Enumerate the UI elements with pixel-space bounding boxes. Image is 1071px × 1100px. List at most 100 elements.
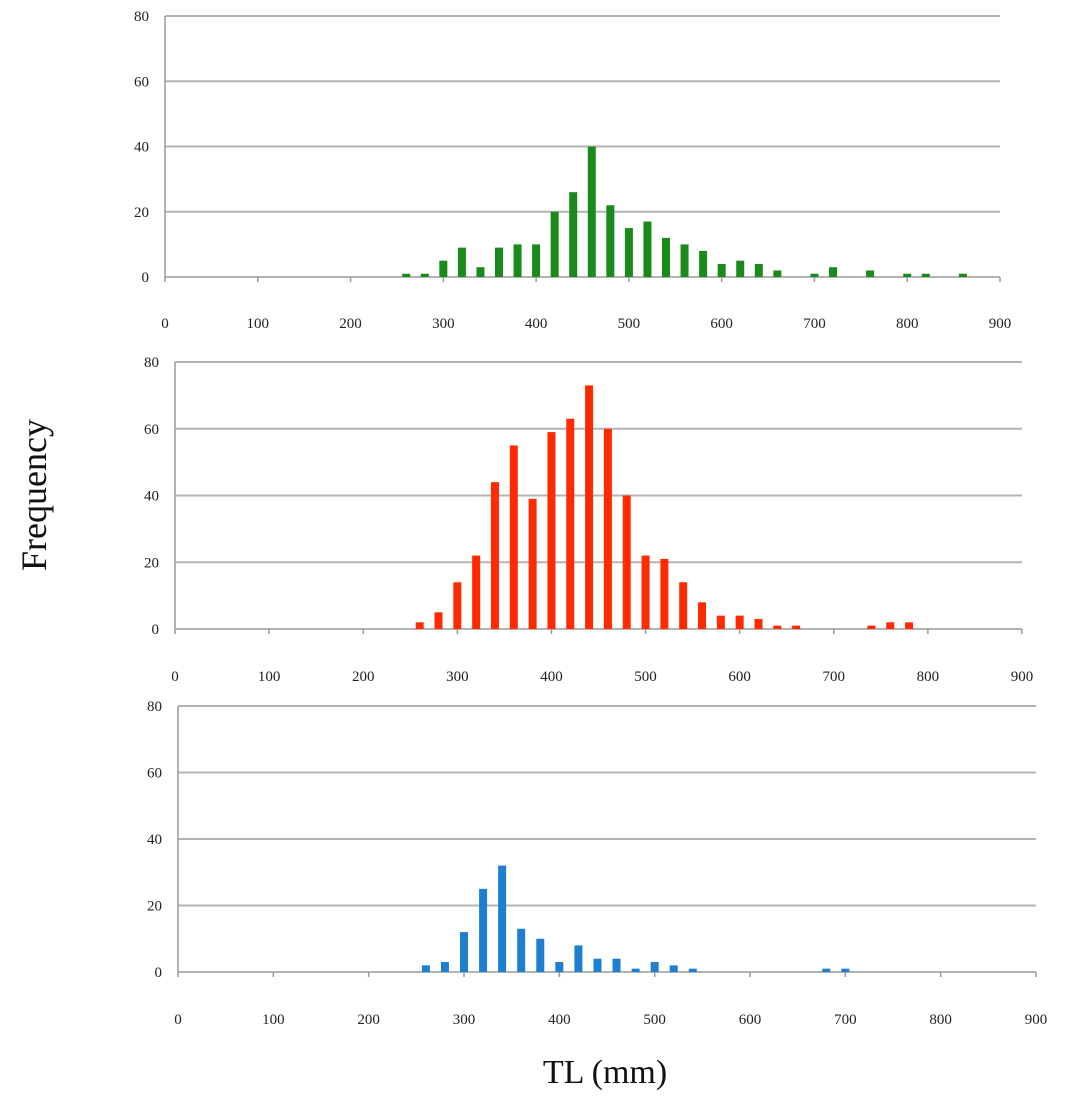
histogram-bar: [536, 938, 545, 972]
histogram-bar: [841, 968, 850, 972]
histogram-bar: [829, 267, 837, 277]
histogram-bar: [650, 962, 659, 972]
x-tick-label: 0: [161, 316, 169, 332]
histogram-bar: [735, 615, 744, 629]
histogram-bar: [754, 263, 763, 277]
y-tick-label: 20: [147, 899, 162, 915]
x-tick-label: 200: [339, 316, 362, 332]
histogram-bar: [754, 618, 763, 629]
x-tick-label: 800: [929, 1012, 952, 1028]
x-tick-label: 300: [432, 316, 455, 332]
histogram-bar: [440, 962, 449, 972]
y-tick-label: 80: [134, 9, 149, 25]
histogram-bar: [717, 263, 726, 277]
histogram-bar: [867, 625, 876, 629]
x-tick-label: 600: [739, 1012, 762, 1028]
y-axis-title: Frequency: [14, 419, 54, 571]
histogram-bar: [716, 615, 725, 629]
histogram-bar: [532, 244, 541, 277]
y-tick-label: 60: [147, 766, 162, 782]
y-tick-label: 40: [144, 489, 159, 505]
histogram-bar: [585, 385, 594, 629]
histogram-bar: [903, 273, 912, 277]
histogram-bar: [495, 247, 503, 277]
histogram-bar: [680, 244, 689, 277]
histogram-bar: [606, 205, 615, 277]
histogram-bar: [886, 622, 895, 629]
x-tick-label: 900: [1011, 669, 1034, 685]
histogram-bar: [612, 958, 621, 972]
histogram-bar: [517, 928, 526, 972]
histogram-bar: [555, 962, 564, 972]
histogram-bar: [810, 273, 819, 277]
x-tick-label: 200: [357, 1012, 380, 1028]
histogram-bar: [434, 612, 443, 629]
histogram-bar: [669, 965, 678, 972]
x-tick-label: 300: [453, 1012, 476, 1028]
histogram-bar: [921, 273, 930, 277]
histogram-bar: [439, 260, 448, 277]
histogram-bar: [457, 247, 466, 277]
histogram-bar: [698, 602, 707, 629]
x-tick-label: 200: [352, 669, 375, 685]
histogram-bar: [603, 428, 612, 629]
histogram-bar: [792, 625, 801, 629]
x-tick-label: 0: [174, 1012, 182, 1028]
y-tick-label: 0: [152, 622, 160, 638]
histogram-bar: [631, 968, 640, 972]
x-tick-label: 800: [896, 316, 919, 332]
histogram-bar: [574, 945, 583, 972]
x-tick-label: 900: [989, 316, 1012, 332]
x-tick-label: 500: [643, 1012, 666, 1028]
x-tick-label: 0: [171, 669, 179, 685]
histogram-bar: [593, 958, 602, 972]
histogram-bar: [550, 211, 559, 277]
x-tick-label: 100: [247, 316, 270, 332]
x-tick-label: 500: [634, 669, 657, 685]
x-tick-label: 300: [446, 669, 469, 685]
histogram-bar: [679, 582, 688, 629]
histogram-bar: [866, 270, 875, 277]
histogram-bar: [453, 582, 462, 629]
histogram-bar: [958, 273, 967, 277]
x-tick-label: 400: [525, 316, 548, 332]
x-tick-label: 800: [917, 669, 940, 685]
x-tick-label: 400: [540, 669, 563, 685]
histogram-bar: [513, 244, 522, 277]
histogram-bar: [587, 146, 596, 277]
x-axis-title: TL (mm): [543, 1054, 667, 1091]
histogram-bar: [622, 495, 631, 629]
histogram-bar: [905, 622, 914, 629]
histogram-bar: [641, 555, 650, 629]
histogram-bar: [528, 498, 537, 629]
x-tick-label: 700: [823, 669, 846, 685]
histogram-bar: [415, 622, 424, 629]
histogram-bar: [643, 221, 652, 277]
x-tick-label: 100: [262, 1012, 285, 1028]
histogram-bar: [569, 192, 578, 277]
histogram-bar: [547, 432, 556, 629]
y-tick-label: 0: [142, 270, 150, 286]
histogram-bar: [566, 418, 575, 629]
y-tick-label: 60: [144, 422, 159, 438]
x-tick-label: 600: [710, 316, 733, 332]
histogram-bar: [476, 267, 485, 277]
y-tick-label: 20: [134, 205, 149, 221]
y-tick-label: 80: [147, 699, 162, 715]
y-tick-label: 80: [144, 355, 159, 371]
x-tick-label: 700: [834, 1012, 857, 1028]
histogram-bar: [624, 228, 633, 277]
y-tick-label: 40: [134, 140, 149, 156]
x-tick-label: 500: [618, 316, 641, 332]
histogram-bar: [420, 273, 429, 277]
histogram-bar: [662, 237, 670, 277]
x-tick-label: 700: [803, 316, 826, 332]
histogram-bar: [421, 965, 430, 972]
histogram-bar: [509, 445, 518, 629]
histogram-bar: [479, 888, 488, 972]
y-tick-label: 0: [155, 965, 163, 981]
x-tick-label: 400: [548, 1012, 571, 1028]
